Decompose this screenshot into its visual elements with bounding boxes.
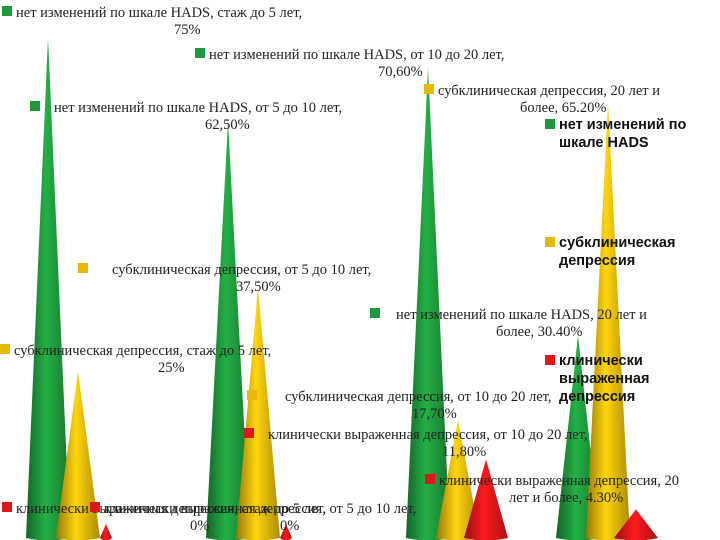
data-label-value: 62,50% [205,117,250,133]
legend-label: клинически выраженная депрессия [559,353,650,405]
data-label-line1: нет изменений по шкале HADS, от 5 до 10 … [54,100,343,116]
data-label-line1: нет изменений по шкале HADS, от 10 до 20… [209,47,505,63]
green-marker-icon [30,101,40,111]
cone-субклиническая-0 [56,371,100,540]
data-label-subclinical-20plus: субклиническая депрессия, 20 лет и более… [424,83,660,117]
data-label-clinical-10to20: клинически выраженная депрессия, от 10 д… [244,427,588,461]
data-label-line1: клинически выраженная депрессия, от 10 д… [268,427,588,443]
data-label-value: 70,60% [378,64,423,80]
data-label-healthy-10to20: нет изменений по шкале HADS, от 10 до 20… [195,47,504,81]
red-marker-icon [90,502,100,512]
legend-label: субклиническая депрессия [559,235,676,269]
data-label-subclinical-under5: субклиническая депрессия, стаж до 5 лет,… [0,343,271,377]
cone-клинически-2 [464,459,508,540]
cone-нет-1 [206,121,250,540]
data-label-clinical-5to10: клинически выраженная депрессия, от 5 до… [90,501,416,535]
data-label-healthy-5to10: нет изменений по шкале HADS, от 5 до 10 … [30,100,342,134]
yellow-marker-icon [78,263,88,273]
data-label-value: 37,50% [236,279,281,295]
red-marker-icon [244,428,254,438]
data-label-line1: субклиническая депрессия, от 5 до 10 лет… [112,262,372,278]
green-marker-icon [370,308,380,318]
red-marker-icon [545,355,555,365]
cone-нет-0 [26,38,70,540]
cone-клинически-0 [100,524,112,540]
data-label-subclinical-10to20: субклиническая депрессия, от 10 до 20 ле… [247,389,552,423]
legend-clinical: клинически выраженная депрессия [545,352,669,406]
data-label-line1: клинически выраженная депрессия, 20 [439,473,679,489]
yellow-marker-icon [424,84,434,94]
cone-клинически-3 [614,509,658,540]
cone-субклиническая-2 [436,420,480,540]
data-label-value: 75% [174,22,201,38]
data-label-value: 11,80% [442,444,487,460]
data-label-value: 25% [158,360,185,376]
data-label-subclinical-5to10: субклиническая депрессия, от 5 до 10 лет… [78,262,371,296]
data-label-value: 0% [190,518,210,534]
yellow-marker-icon [0,344,10,354]
data-label-value: 17,70% [412,406,457,422]
green-marker-icon [545,119,555,129]
cone-series-group [26,38,658,540]
cone-субклиническая-3 [586,103,630,540]
data-label-line1: субклиническая депрессия, 20 лет и [438,83,661,99]
data-label-line1: субклиническая депрессия, от 10 до 20 ле… [285,389,552,405]
legend-healthy: нет изменений по шкале HADS [545,116,699,152]
data-label-value: более, 65.20% [520,100,607,116]
data-label-healthy-under5: нет изменений по шкале HADS, стаж до 5 л… [2,5,302,39]
data-label-line1: субклиническая депрессия, стаж до 5 лет, [14,343,272,359]
legend-label: нет изменений по шкале HADS [559,117,687,151]
data-label-line1: нет изменений по шкале HADS, стаж до 5 л… [16,5,303,21]
data-label-healthy-20plus: нет изменений по шкале HADS, 20 лет и бо… [370,307,647,341]
data-label-value: лет и более, 4.30% [509,490,624,506]
cone-клинически-1 [280,524,292,540]
red-marker-icon [425,474,435,484]
yellow-marker-icon [247,390,257,400]
green-marker-icon [2,6,12,16]
data-label-clinical-20plus: клинически выраженная депрессия, 20 лет … [425,473,679,507]
cone-субклиническая-1 [236,288,280,540]
legend-subclinical: субклиническая депрессия [545,234,699,270]
data-label-value: более, 30.40% [496,324,583,340]
yellow-marker-icon [545,237,555,247]
data-label-line1: клинически выраженная депрессия, от 5 до… [104,501,417,517]
green-marker-icon [195,48,205,58]
data-label-value: 0% [280,518,300,534]
cone-нет-2 [406,67,450,540]
data-label-line1: нет изменений по шкале HADS, 20 лет и [396,307,647,323]
red-marker-icon [2,502,12,512]
